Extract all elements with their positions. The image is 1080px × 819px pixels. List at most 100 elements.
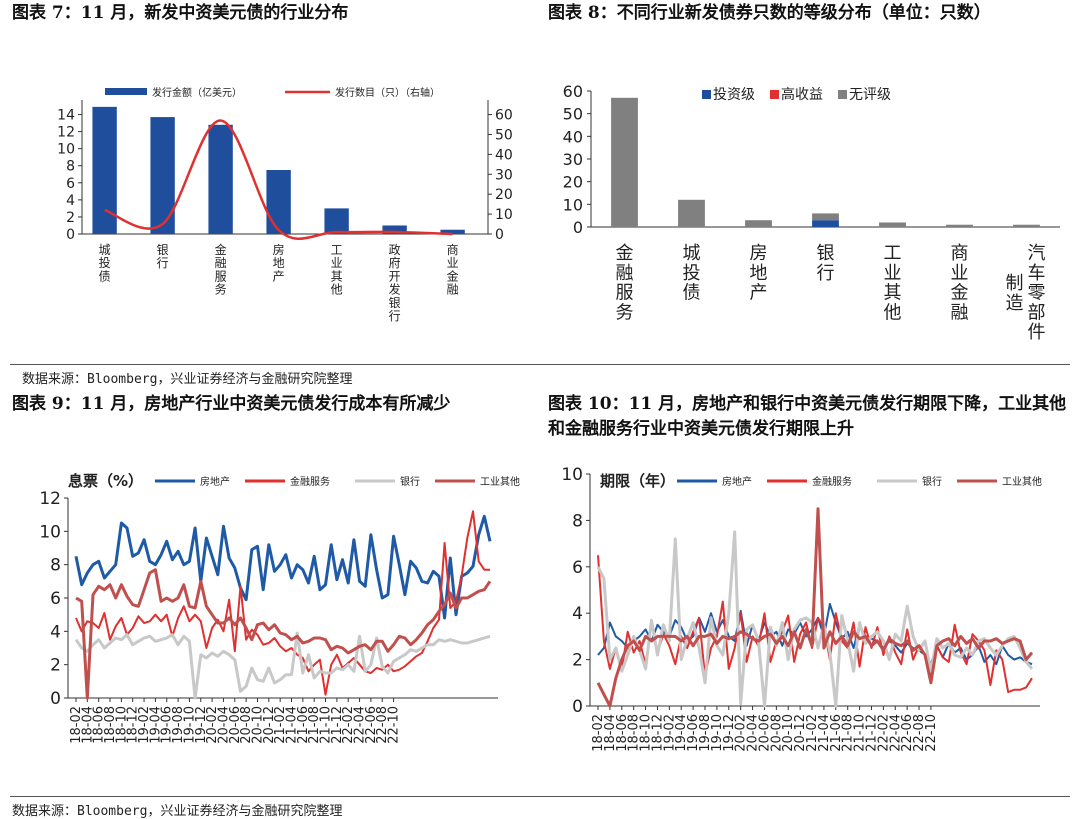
fig7-bar [324, 208, 349, 234]
fig7-y2tick-label: 10 [495, 207, 513, 223]
fig10-ylabel: 期限（年） [600, 472, 675, 490]
fig9-legend-label: 工业其他 [480, 475, 520, 488]
fig8-bar-segment [611, 97, 638, 227]
fig10-xtick-label: 19-02 [662, 714, 677, 752]
bottom-divider [10, 796, 1070, 797]
fig8-ytick-label: 60 [563, 82, 583, 101]
fig10-legend-label: 银行 [922, 475, 942, 488]
bottom-source: 数据来源：Bloomberg，兴业证券经济与金融研究院整理 [12, 804, 343, 819]
fig10-xtick-label: 20-08 [769, 714, 784, 752]
fig7-y2tick-label: 50 [495, 127, 513, 143]
fig10-legend-label: 工业其他 [1002, 475, 1042, 488]
fig10-xtick-label: 18-10 [639, 714, 654, 752]
fig10-xtick-label: 19-10 [710, 714, 725, 752]
fig7-category-label: 房地产 [273, 242, 285, 283]
fig9-series-line [74, 514, 492, 620]
fig9-xtick-label: 18-06 [92, 706, 107, 744]
fig8-category-label: 银行 [817, 243, 835, 284]
fig7-legend-bar-label: 发行金额（亿美元） [152, 86, 242, 99]
fig8-chart: 0 10 20 30 40 50 60 金融服务 城投债 房地产 银行 工业其他 商业金融 汽车零部件制造… [563, 82, 1060, 343]
fig7-category-label: 工业其他 [331, 243, 343, 297]
fig10-xtick-label: 18-12 [650, 714, 665, 752]
fig9-ytick-label: 12 [39, 489, 61, 509]
fig8-ytick-label: 20 [563, 173, 583, 192]
fig9-xtick-label: 19-04 [148, 706, 163, 744]
fig7-legend-line-label: 发行数目（只）（右轴） [335, 86, 440, 99]
fig9-xtick-label: 18-08 [103, 706, 118, 744]
fig9-xtick-label: 18-10 [114, 706, 129, 744]
fig9-xtick-label: 22-04 [353, 706, 368, 744]
fig10-ytick-label: 4 [572, 604, 583, 624]
fig8-category-label: 汽车零部件 [1028, 243, 1046, 343]
fig10-xtick-label: 20-06 [757, 714, 772, 752]
fig9-xtick-label: 20-08 [239, 706, 254, 744]
fig7-y2tick-label: 60 [495, 108, 513, 124]
fig9-xtick-label: 20-04 [216, 706, 231, 744]
fig10-xtick-label: 18-02 [591, 714, 606, 752]
fig10-xtick-label: 20-10 [781, 714, 796, 752]
fig9-xtick-label: 19-02 [137, 706, 152, 744]
fig7-chart: 024681012140102030405060城投债银行金融服务房地产工业其他… [57, 86, 513, 323]
fig8-category-label: 制造 [1006, 273, 1024, 314]
fig10-xtick-label: 19-04 [674, 714, 689, 752]
fig8-bar-segment [879, 222, 906, 227]
fig9-ytick-label: 2 [50, 656, 61, 676]
fig10-xtick-label: 22-02 [876, 714, 891, 752]
fig10-ytick-label: 0 [572, 697, 583, 717]
fig7-bar [150, 117, 175, 234]
fig7-count-line [104, 119, 453, 240]
fig8-legend-label: 无评级 [849, 87, 891, 103]
fig9-xtick-label: 21-12 [330, 706, 345, 744]
fig7-bar [382, 225, 407, 234]
fig9-xtick-label: 21-08 [307, 706, 322, 744]
fig9-xtick-label: 18-04 [80, 706, 95, 744]
fig10-xtick-label: 18-06 [615, 714, 630, 752]
fig10-xtick-label: 19-06 [686, 714, 701, 752]
top-source: 数据来源：Bloomberg，兴业证券经济与金融研究院整理 [22, 372, 353, 387]
fig9-xtick-label: 19-06 [160, 706, 175, 744]
fig10-xtick-label: 22-10 [924, 714, 939, 752]
fig7-category-label: 政府开发银行 [389, 243, 401, 323]
fig7-category-label: 银行 [157, 243, 169, 270]
fig10-xtick-label: 18-08 [627, 714, 642, 752]
fig8-bar-segment [946, 224, 973, 227]
fig9-ytick-label: 6 [50, 589, 61, 609]
fig9-legend-label: 金融服务 [290, 475, 330, 488]
fig8-bar-segment [745, 220, 772, 227]
fig9-xtick-label: 20-02 [205, 706, 220, 744]
fig10-series-line [596, 507, 1034, 708]
fig9-xtick-label: 18-12 [126, 706, 141, 744]
fig7-ytick-label: 0 [66, 227, 75, 243]
fig10-xtick-label: 21-04 [817, 714, 832, 752]
fig9-ytick-label: 0 [50, 689, 61, 709]
fig9-ytick-label: 10 [39, 522, 61, 542]
fig9-xtick-label: 20-12 [262, 706, 277, 744]
fig10-xtick-label: 19-12 [722, 714, 737, 752]
fig10-ytick-label: 10 [561, 465, 583, 485]
fig10-ytick-label: 2 [572, 651, 583, 671]
fig10-xtick-label: 22-08 [912, 714, 927, 752]
fig7-ytick-label: 6 [66, 176, 75, 192]
fig10-xtick-label: 22-04 [888, 714, 903, 752]
fig7-ytick-label: 12 [57, 125, 75, 141]
fig9-legend-label: 房地产 [200, 475, 230, 488]
fig8-ytick-label: 30 [563, 150, 583, 169]
fig10-xtick-label: 22-06 [900, 714, 915, 752]
fig10-ytick-label: 6 [572, 558, 583, 578]
fig7-category-label: 城投债 [99, 243, 111, 283]
fig7-ytick-label: 2 [66, 210, 75, 226]
fig9-ylabel: 息票（%） [68, 472, 143, 490]
fig8-bar-segment [812, 213, 839, 221]
fig8-bar-segment [678, 199, 705, 227]
fig7-ytick-label: 14 [57, 108, 75, 124]
fig8-legend-swatch [770, 90, 779, 99]
fig9-xtick-label: 19-08 [171, 706, 186, 744]
fig9-ytick-label: 8 [50, 556, 61, 576]
fig8-category-label: 房地产 [750, 243, 768, 304]
fig10-ytick-label: 8 [572, 511, 583, 531]
fig8-legend-label: 投资级 [713, 87, 755, 103]
fig9-xtick-label: 21-06 [296, 706, 311, 744]
fig10-xtick-label: 21-10 [853, 714, 868, 752]
fig10-xtick-label: 20-02 [734, 714, 749, 752]
fig7-ytick-label: 4 [66, 193, 75, 209]
